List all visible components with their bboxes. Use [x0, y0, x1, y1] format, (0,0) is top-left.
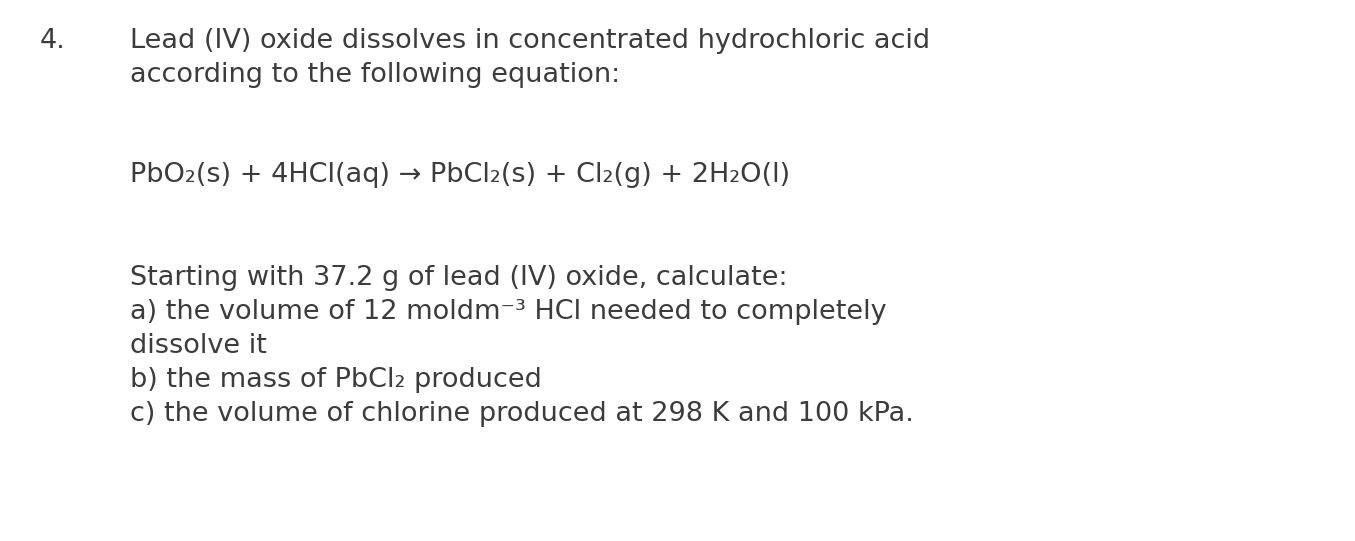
Text: 4.: 4.: [41, 28, 66, 54]
Text: Starting with 37.2 g of lead (IV) oxide, calculate:: Starting with 37.2 g of lead (IV) oxide,…: [130, 265, 787, 291]
Text: a) the volume of 12 moldm⁻³ HCl needed to completely: a) the volume of 12 moldm⁻³ HCl needed t…: [130, 299, 886, 325]
Text: b) the mass of PbCl₂ produced: b) the mass of PbCl₂ produced: [130, 367, 542, 393]
Text: PbO₂(s) + 4HCl(aq) → PbCl₂(s) + Cl₂(g) + 2H₂O(l): PbO₂(s) + 4HCl(aq) → PbCl₂(s) + Cl₂(g) +…: [130, 162, 790, 188]
Text: Lead (IV) oxide dissolves in concentrated hydrochloric acid: Lead (IV) oxide dissolves in concentrate…: [130, 28, 930, 54]
Text: dissolve it: dissolve it: [130, 333, 267, 359]
Text: according to the following equation:: according to the following equation:: [130, 62, 621, 88]
Text: c) the volume of chlorine produced at 298 K and 100 kPa.: c) the volume of chlorine produced at 29…: [130, 401, 913, 427]
